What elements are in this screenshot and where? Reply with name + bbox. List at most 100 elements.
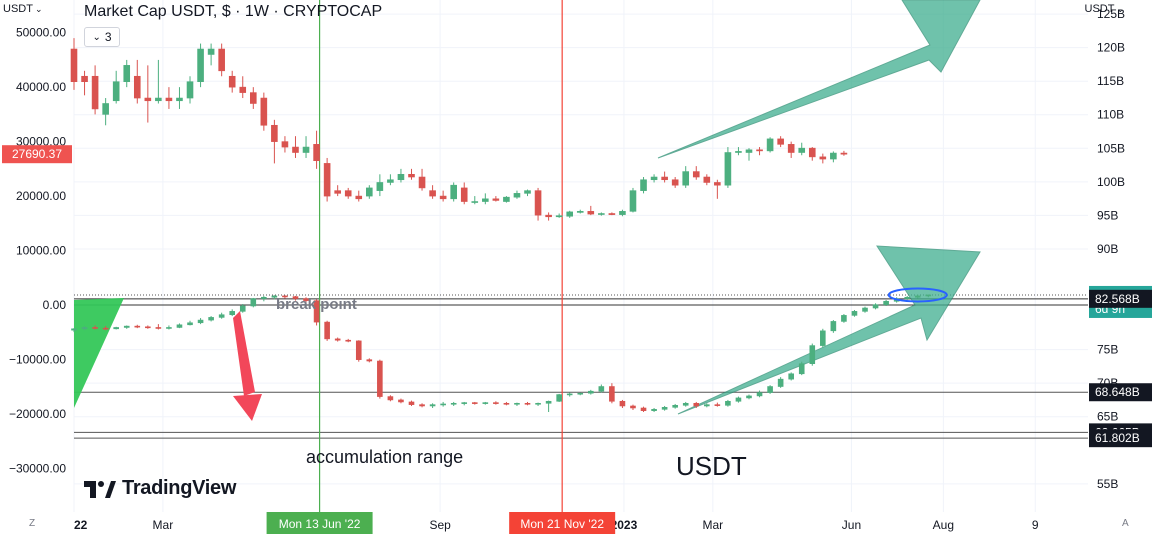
tradingview-logo-icon xyxy=(84,480,116,498)
candle xyxy=(81,70,88,96)
candle-body xyxy=(187,322,193,326)
candle-body xyxy=(682,171,690,186)
candle-body xyxy=(408,401,415,405)
candle xyxy=(566,392,573,397)
red-arrow-shaft[interactable] xyxy=(233,311,255,396)
candle xyxy=(704,403,710,408)
red-arrow-head[interactable] xyxy=(233,394,262,421)
candle xyxy=(208,316,214,322)
left-axis-tick-label: −30000.00 xyxy=(9,461,66,475)
currency-selector-left[interactable]: USDT ⌄ xyxy=(3,3,43,15)
candle xyxy=(904,295,910,300)
candle-body xyxy=(133,75,141,99)
left-axis-tick-label: 0.00 xyxy=(43,298,67,312)
candle xyxy=(535,402,541,406)
candle xyxy=(503,401,510,406)
date-highlight-label: Mon 21 Nov '22 xyxy=(520,517,604,531)
candle-body xyxy=(493,402,499,404)
candle xyxy=(334,185,341,197)
candle xyxy=(429,403,436,408)
currency-selector-right[interactable]: USDT ⌄ xyxy=(1085,3,1125,15)
candle xyxy=(387,395,394,402)
candle xyxy=(91,65,99,115)
candle-body xyxy=(292,146,299,153)
zoom-corner-button[interactable]: Z xyxy=(29,518,36,529)
chevron-down-icon: ⌄ xyxy=(92,31,101,43)
candle xyxy=(397,168,405,183)
candle xyxy=(576,209,584,214)
candle-body xyxy=(725,400,731,406)
candle-body xyxy=(355,195,363,200)
green-arrow-drawing[interactable] xyxy=(74,298,124,408)
candle-body xyxy=(207,48,215,55)
candle xyxy=(619,399,626,408)
upper-arrow-drawing[interactable] xyxy=(657,0,981,159)
candle xyxy=(767,385,773,394)
candle-body xyxy=(503,196,510,202)
time-axis-tick-label: 2023 xyxy=(611,518,638,532)
candle xyxy=(303,297,309,303)
auto-scale-button[interactable]: A xyxy=(1122,518,1129,529)
currency-left-label: USDT xyxy=(3,3,33,15)
candle-body xyxy=(450,402,457,405)
candle xyxy=(514,402,520,406)
candle xyxy=(872,303,879,310)
candle-body xyxy=(788,373,794,380)
candle xyxy=(408,400,415,406)
candle-body xyxy=(672,405,678,408)
left-axis-tick-label: 50000.00 xyxy=(16,26,66,40)
candle xyxy=(714,402,721,407)
candle-body xyxy=(820,330,826,346)
candle-body xyxy=(735,151,742,153)
candle xyxy=(808,147,816,161)
lower-arrow-drawing[interactable] xyxy=(677,245,981,415)
candle-body xyxy=(155,97,162,102)
candle xyxy=(398,398,404,404)
right-axis-tick-label: 100B xyxy=(1097,175,1125,189)
candle-body xyxy=(482,198,489,202)
candle-body xyxy=(366,359,373,362)
candle-body xyxy=(323,163,331,197)
candle-body xyxy=(344,190,352,197)
candle xyxy=(671,177,679,188)
candle xyxy=(282,295,288,299)
tradingview-logo[interactable]: TradingView xyxy=(84,477,236,500)
candle xyxy=(165,87,173,109)
date-highlight-badge xyxy=(509,512,616,534)
candle xyxy=(661,171,668,183)
candle-body xyxy=(808,147,816,158)
drawing-layer[interactable] xyxy=(74,0,981,421)
candle xyxy=(609,383,615,404)
candle-body xyxy=(239,305,246,312)
candle-body xyxy=(292,296,299,299)
candle-body xyxy=(630,405,636,409)
candle-body xyxy=(271,124,278,142)
candle-body xyxy=(408,173,415,178)
candle xyxy=(883,299,889,306)
candle xyxy=(155,324,162,330)
candle xyxy=(418,168,426,191)
candle-body xyxy=(398,399,404,403)
candle xyxy=(492,196,500,202)
right-price-axis[interactable]: 125B120B115B110B105B100B95B90B75B70B65B5… xyxy=(1089,7,1152,491)
candle xyxy=(692,166,700,180)
date-highlight-badge xyxy=(266,512,373,534)
highlight-ellipse[interactable] xyxy=(887,287,948,303)
candle xyxy=(92,325,98,330)
candle-body xyxy=(809,345,816,365)
candle-body xyxy=(640,179,647,191)
right-axis-tick-label: 90B xyxy=(1097,242,1118,256)
chart-title: Market Cap USDT, $ · 1W · CRYPTOCAP xyxy=(84,3,383,20)
candle xyxy=(249,87,257,109)
time-axis[interactable]: 22 Mar Sep 2023 Mar Jun Aug 9 Mon 13 Jun '22 Mon … xyxy=(74,512,1039,534)
indicators-toggle[interactable]: ⌄ 3 xyxy=(84,27,120,47)
candle-body xyxy=(619,211,626,215)
left-price-axis[interactable]: 50000.00 40000.00 30000.00 20000.00 10000.00… xyxy=(2,26,72,476)
candle-body xyxy=(883,300,889,305)
candle xyxy=(197,43,204,88)
candle xyxy=(756,390,763,398)
annotation-layer[interactable] xyxy=(887,287,948,303)
candle-body xyxy=(841,315,847,322)
